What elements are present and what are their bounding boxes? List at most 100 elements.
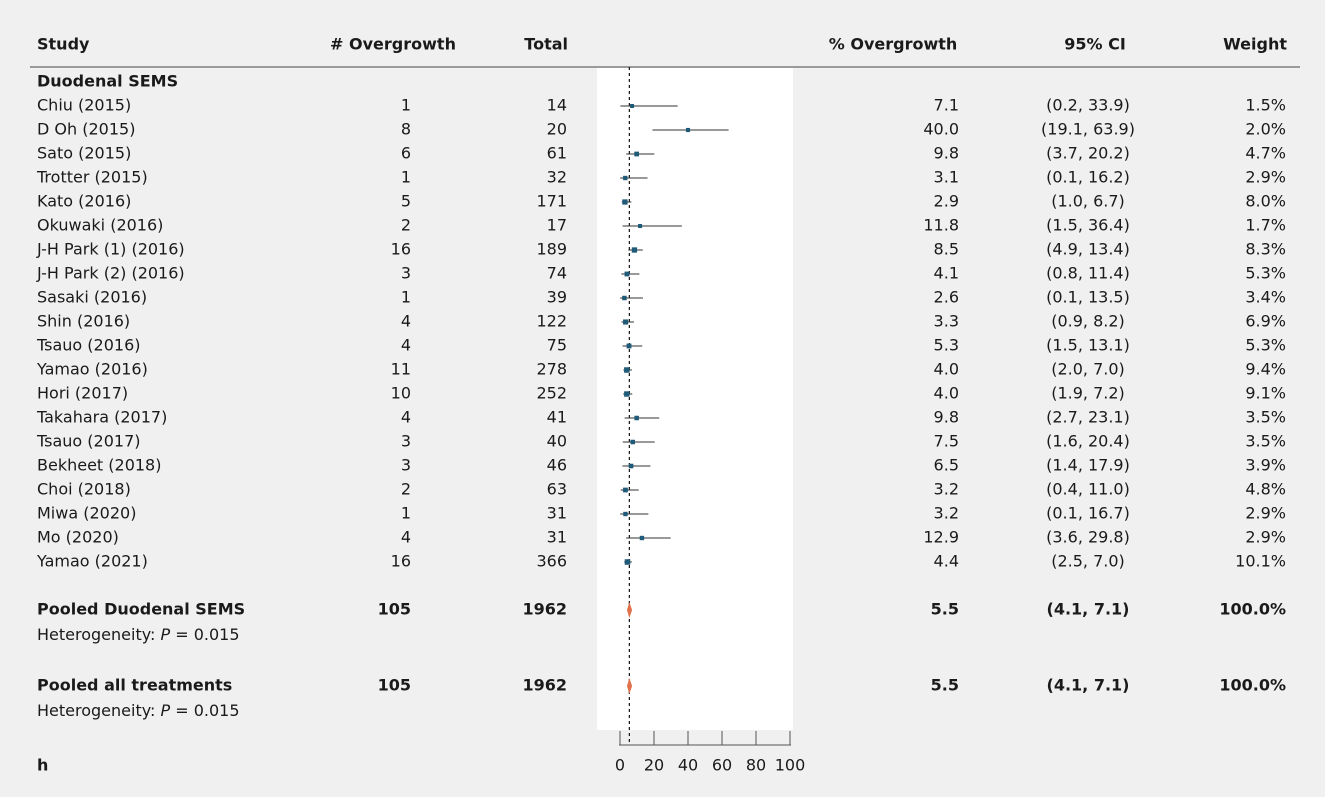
estimate: 4.1 [934,264,959,283]
weight: 2.9% [1245,168,1286,187]
events: 10 [391,384,411,403]
total: 74 [547,264,567,283]
study-name: Tsauo (2017) [36,432,140,451]
ci: (19.1, 63.9) [1041,120,1135,139]
pooled-diamond [626,678,633,694]
estimate: 9.8 [934,408,959,427]
estimate-marker [622,199,628,205]
estimate-marker [623,175,628,181]
estimate-marker [685,127,691,133]
x-tick-label: 40 [678,756,698,775]
study-name: Sasaki (2016) [37,288,147,307]
estimate-marker [624,559,631,565]
estimate-marker [623,511,628,517]
weight: 2.9% [1245,504,1286,523]
total: 75 [547,336,567,355]
panel-label: h [37,756,48,775]
study-name: Yamao (2021) [36,552,148,571]
ci: (0.1, 13.5) [1046,288,1130,307]
weight: 2.9% [1245,528,1286,547]
study-name: J-H Park (1) (2016) [36,240,185,259]
ci: (0.4, 11.0) [1046,480,1130,499]
study-name: Tsauo (2016) [36,336,140,355]
ci: (0.2, 33.9) [1046,96,1130,115]
total: 14 [547,96,567,115]
weight: 1.7% [1245,216,1286,235]
total: 122 [536,312,567,331]
estimate-marker [630,439,635,445]
events: 3 [401,264,411,283]
estimate: 5.5 [931,600,959,619]
weight: 8.0% [1245,192,1286,211]
estimate-marker [634,151,640,157]
x-tick-label: 0 [615,756,625,775]
total: 171 [536,192,567,211]
x-tick-label: 20 [644,756,664,775]
weight: 10.1% [1235,552,1286,571]
events: 5 [401,192,411,211]
total: 1962 [522,600,567,619]
estimate: 4.4 [934,552,959,571]
weight: 3.5% [1245,408,1286,427]
events: 1 [401,168,411,187]
estimate: 2.6 [934,288,959,307]
ci: (0.8, 11.4) [1046,264,1130,283]
total: 20 [547,120,567,139]
weight: 100.0% [1219,600,1286,619]
study-name: Shin (2016) [37,312,130,331]
ci: (2.0, 7.0) [1051,360,1125,379]
ci: (4.9, 13.4) [1046,240,1130,259]
ci: (1.9, 7.2) [1051,384,1125,403]
estimate: 3.2 [934,480,959,499]
weight: 2.0% [1245,120,1286,139]
x-tick-label: 60 [712,756,732,775]
events: 16 [391,552,411,571]
events: 3 [401,456,411,475]
weight: 1.5% [1245,96,1286,115]
header-estimate: % Overgrowth [829,35,958,54]
heterogeneity: Heterogeneity: P = 0.015 [37,625,240,644]
study-name: Trotter (2015) [36,168,148,187]
weight: 4.8% [1245,480,1286,499]
total: 31 [547,528,567,547]
weight: 3.5% [1245,432,1286,451]
events: 4 [401,312,411,331]
study-name: Takahara (2017) [36,408,167,427]
total: 32 [547,168,567,187]
events: 2 [401,216,411,235]
total: 46 [547,456,567,475]
estimate: 6.5 [934,456,959,475]
ci: (1.6, 20.4) [1046,432,1130,451]
estimate: 4.0 [934,384,959,403]
estimate: 4.0 [934,360,959,379]
ci: (3.7, 20.2) [1046,144,1130,163]
heterogeneity-part: P [161,625,171,644]
heterogeneity-part: = 0.015 [170,701,239,720]
pooled-diamond [626,602,633,618]
heterogeneity-part: P [161,701,171,720]
estimate-marker [623,487,628,493]
estimate-marker [630,104,635,108]
total: 189 [536,240,567,259]
events: 1 [401,504,411,523]
estimate: 12.9 [923,528,959,547]
total: 17 [547,216,567,235]
heterogeneity: Heterogeneity: P = 0.015 [37,701,240,720]
x-tick-label: 80 [746,756,766,775]
ci: (3.6, 29.8) [1046,528,1130,547]
ci: (1.5, 36.4) [1046,216,1130,235]
study-name: Mo (2020) [37,528,119,547]
total: 61 [547,144,567,163]
events: 105 [378,600,411,619]
weight: 100.0% [1219,676,1286,695]
study-name: Pooled Duodenal SEMS [37,600,245,619]
weight: 5.3% [1245,336,1286,355]
ci: (1.0, 6.7) [1051,192,1125,211]
estimate: 3.2 [934,504,959,523]
estimate: 3.3 [934,312,959,331]
ci: (1.4, 17.9) [1046,456,1130,475]
heterogeneity-part: Heterogeneity: [37,625,161,644]
weight: 9.4% [1245,360,1286,379]
study-name: J-H Park (2) (2016) [36,264,185,283]
weight: 8.3% [1245,240,1286,259]
